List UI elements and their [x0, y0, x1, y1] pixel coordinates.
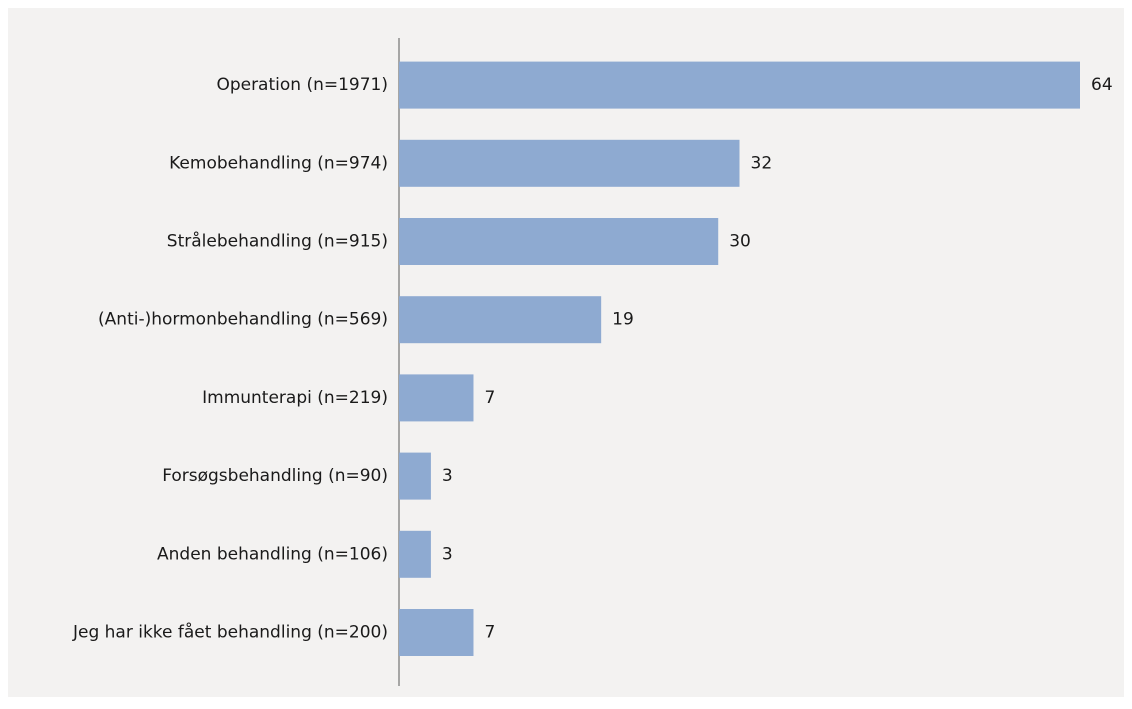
y-tick-label: Forsøgsbehandling (n=90) [162, 466, 388, 486]
y-tick-label: Operation (n=1971) [216, 75, 388, 95]
bar [399, 139, 740, 187]
chart-background [8, 8, 1124, 697]
y-tick-label: Immunterapi (n=219) [202, 388, 388, 408]
y-tick-label: Jeg har ikke fået behandling (n=200) [72, 622, 388, 643]
data-label: 7 [484, 623, 495, 643]
data-label: 3 [442, 466, 453, 486]
y-tick-label: (Anti-)hormonbehandling (n=569) [98, 310, 388, 330]
bar [399, 452, 431, 500]
data-label: 32 [751, 153, 773, 173]
y-tick-label: Strålebehandling (n=915) [167, 231, 388, 252]
bar [399, 218, 719, 265]
bar [399, 61, 1080, 109]
bar [399, 609, 474, 656]
data-label: 7 [484, 388, 495, 408]
bar [399, 296, 602, 344]
data-label: 19 [612, 310, 634, 330]
y-tick-label: Kemobehandling (n=974) [169, 153, 388, 173]
data-label: 30 [729, 232, 751, 252]
bar [399, 374, 474, 422]
data-label: 64 [1091, 75, 1113, 95]
bar [399, 530, 431, 578]
data-label: 3 [442, 544, 453, 564]
y-tick-label: Anden behandling (n=106) [157, 544, 388, 564]
